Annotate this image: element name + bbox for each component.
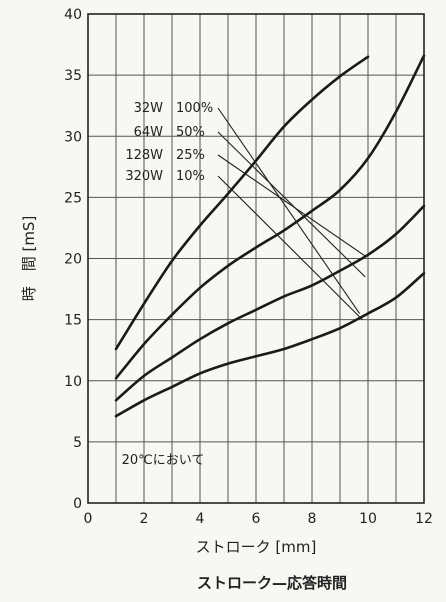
y-tick-label: 5 [73,435,82,451]
x-axis-label: ストローク [mm] [196,538,317,556]
y-tick-label: 10 [64,374,82,390]
y-axis-label: 時 間 [mS] [20,216,38,302]
temperature-note: 20℃において [122,453,205,468]
series-line [114,55,370,351]
tick-labels: 0 2 4 6 8 10 12 0 5 10 15 20 25 30 35 40 [64,7,433,527]
x-tick-label: 0 [84,511,93,527]
curve-label-watt: 320W [125,169,163,184]
curve-label-watt: 32W [134,101,164,116]
series-lines [114,54,426,418]
x-tick-label: 10 [359,511,377,527]
x-tick-label: 8 [308,511,317,527]
y-tick-label: 0 [73,496,82,512]
x-tick-label: 12 [415,511,433,527]
y-tick-label: 35 [64,68,82,84]
x-tick-label: 4 [196,511,205,527]
leader-line [217,154,366,257]
x-tick-label: 2 [140,511,149,527]
y-tick-label: 15 [64,313,82,329]
y-tick-label: 25 [64,190,82,206]
series-line [114,204,426,402]
leader-line [217,175,363,321]
leader-lines [217,107,366,321]
plot-frame [87,13,425,504]
curve-label-percent: 100% [176,101,213,116]
curve-label-percent: 10% [176,169,205,184]
curve-labels: 32W 100% 64W 50% 128W 25% 320W 10% [125,101,213,184]
curve-label-watt: 64W [134,125,164,140]
curve-label-watt: 128W [125,148,163,163]
series-line [114,271,426,418]
y-tick-label: 20 [64,252,82,268]
x-tick-label: 6 [252,511,261,527]
grid [88,14,424,503]
y-tick-label: 40 [64,7,82,23]
y-tick-label: 30 [64,129,82,145]
series-line [114,54,426,380]
curve-label-percent: 50% [176,125,205,140]
leader-line [217,107,361,314]
leader-line [217,131,366,278]
chart-title: ストローク—応答時間 [197,574,347,592]
curve-label-percent: 25% [176,148,205,163]
